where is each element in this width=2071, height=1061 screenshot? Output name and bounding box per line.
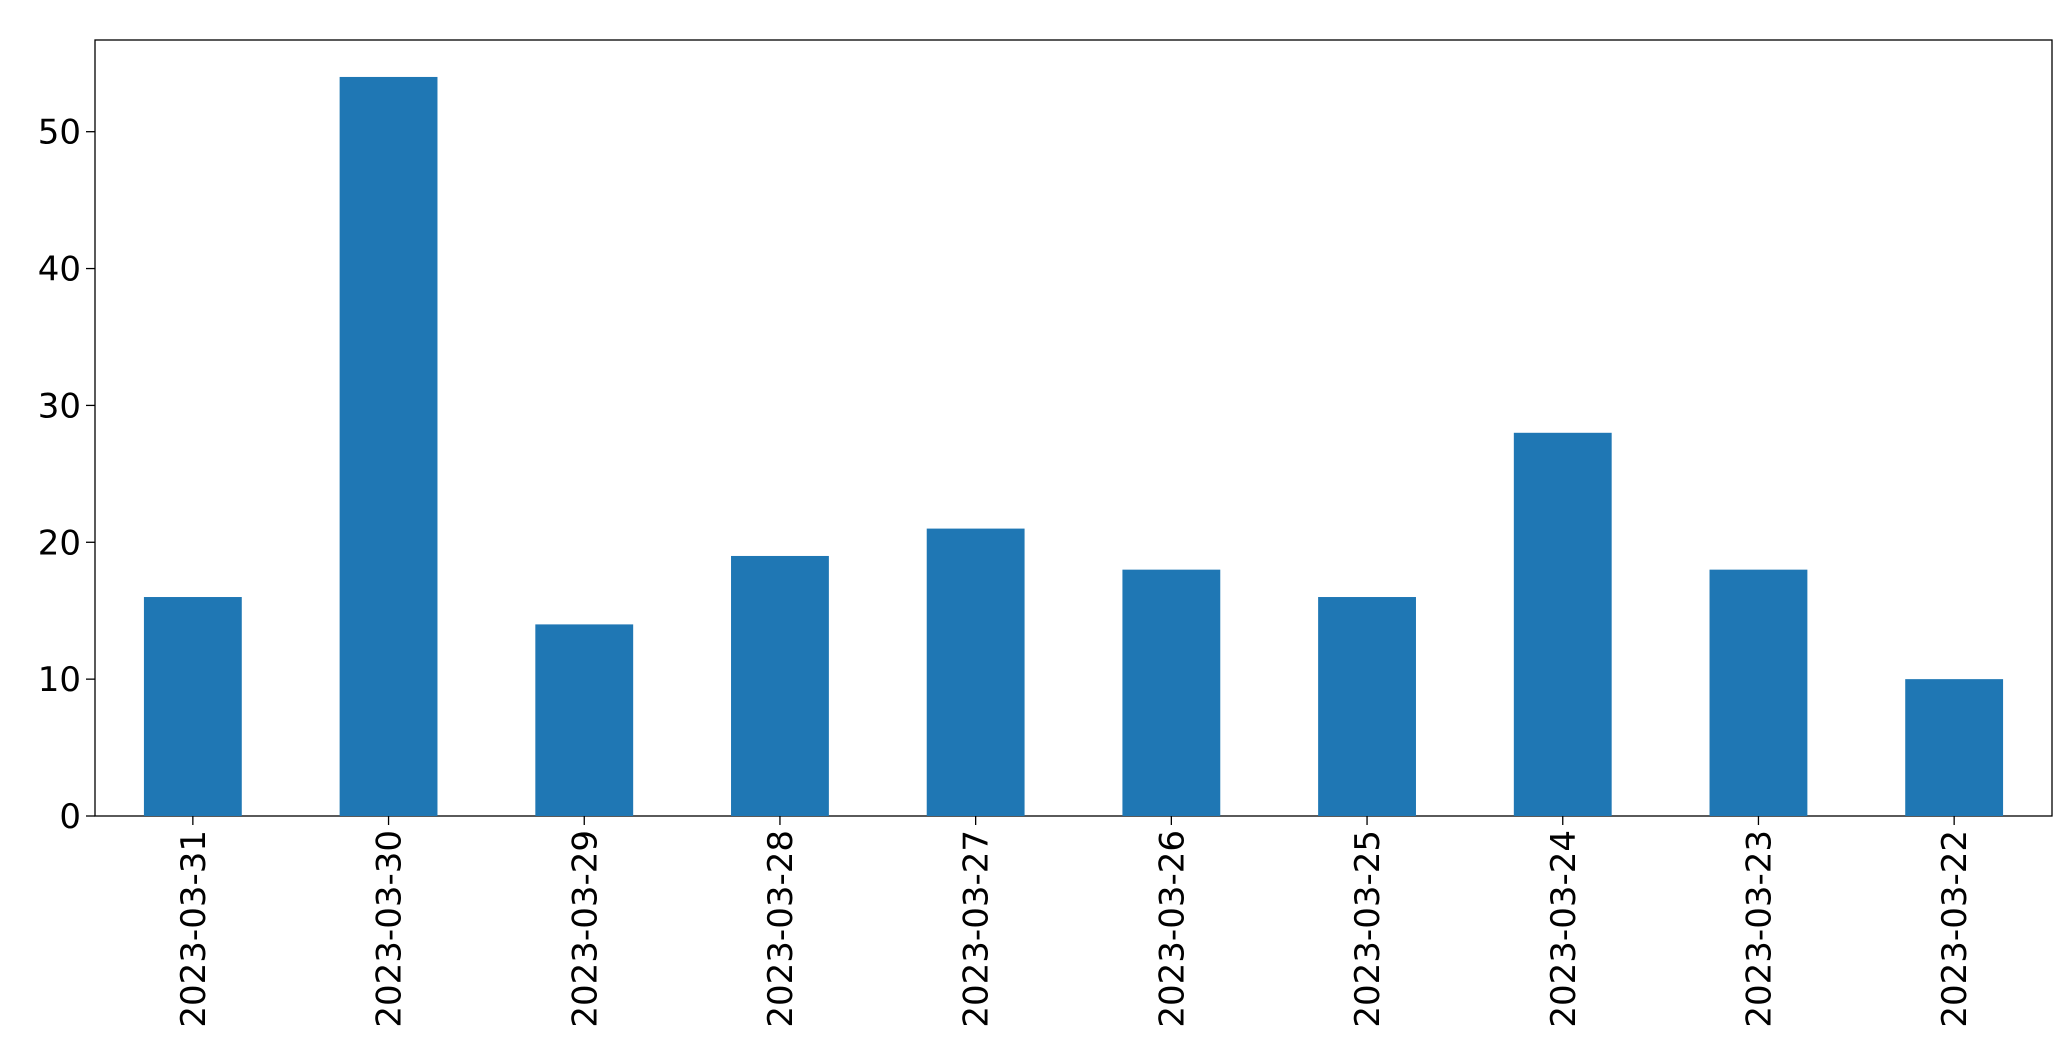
x-tick-label: 2023-03-29 (565, 830, 605, 1028)
x-tick-label: 2023-03-27 (957, 830, 997, 1028)
bar (1709, 569, 1808, 816)
y-tick-label: 20 (38, 523, 81, 563)
bar (1905, 679, 2004, 816)
x-tick-label: 2023-03-25 (1348, 830, 1388, 1028)
y-tick-label: 10 (38, 660, 81, 700)
bar (1513, 432, 1612, 816)
plot-frame (94, 39, 2053, 817)
x-tick-label: 2023-03-28 (761, 830, 801, 1028)
x-tick-label: 2023-03-31 (174, 830, 214, 1028)
x-tick-label: 2023-03-26 (1152, 830, 1192, 1028)
y-tick-label: 30 (38, 386, 81, 426)
bar (143, 597, 242, 816)
x-tick-label: 2023-03-23 (1739, 830, 1779, 1028)
x-tick-label: 2023-03-24 (1544, 830, 1584, 1028)
bar (1122, 569, 1221, 816)
bar (926, 528, 1025, 816)
bar (1318, 597, 1416, 816)
bar (731, 555, 829, 816)
y-tick-label: 50 (38, 113, 81, 153)
bar (339, 76, 438, 816)
bar (535, 624, 634, 816)
y-tick-label: 0 (59, 797, 81, 837)
x-tick-label: 2023-03-30 (370, 830, 410, 1028)
x-tick-label: 2023-03-22 (1935, 830, 1975, 1028)
y-tick-label: 40 (38, 250, 81, 290)
